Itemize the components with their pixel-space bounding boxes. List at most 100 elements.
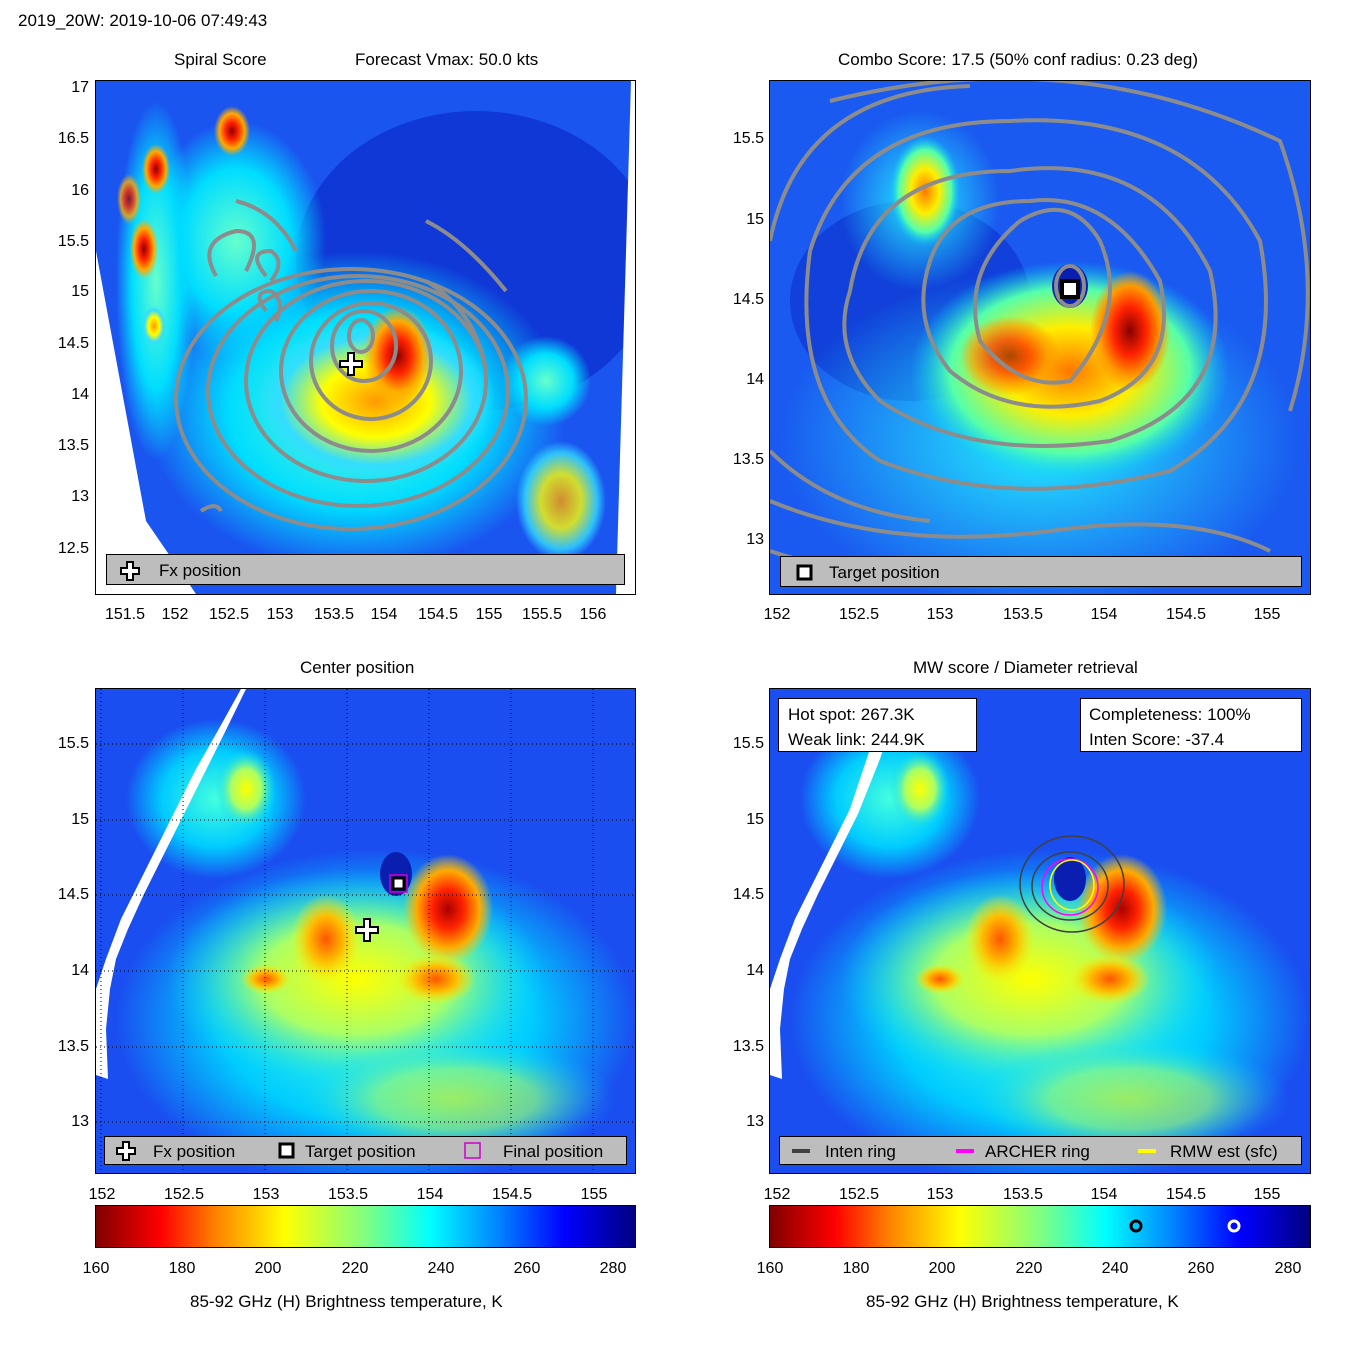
mw-ytick: 14	[746, 962, 764, 979]
mw-cbar-tick: 180	[842, 1260, 870, 1277]
weak-link-marker	[1129, 1219, 1143, 1233]
weak-link-value: Weak link: 244.9K	[788, 730, 925, 749]
spiral-xtick: 154	[370, 606, 398, 623]
mw-xtick: 154	[1090, 1186, 1118, 1203]
completeness-value: Completeness: 100%	[1089, 705, 1251, 724]
center-cbar-tick: 260	[513, 1260, 541, 1277]
spiral-ytick: 15.5	[57, 233, 89, 250]
center-cbar-tick: 240	[427, 1260, 455, 1277]
combo-xtick: 152	[763, 606, 791, 623]
combo-xtick: 153	[926, 606, 954, 623]
center-xtick: 152.5	[163, 1186, 205, 1203]
center-title: Center position	[300, 658, 415, 677]
target-legend-label: Target position	[829, 563, 940, 582]
combo-xtick: 152.5	[838, 606, 880, 623]
target-position-marker	[1060, 279, 1080, 299]
combo-legend: Target position	[780, 556, 1302, 587]
archer-legend-label: ARCHER ring	[985, 1142, 1090, 1161]
center-ytick: 13	[71, 1113, 89, 1130]
mw-xtick: 153	[926, 1186, 954, 1203]
rmw-legend-label: RMW est (sfc)	[1170, 1142, 1278, 1161]
center-ytick: 14.5	[57, 886, 89, 903]
mw-ytick: 13.5	[732, 1038, 764, 1055]
spiral-xtick: 152	[161, 606, 189, 623]
spiral-ytick: 13.5	[57, 437, 89, 454]
center-xtick: 152	[88, 1186, 116, 1203]
center-final-marker	[389, 874, 408, 893]
rmw-legend-line	[1138, 1149, 1156, 1153]
archer-legend-line	[956, 1149, 974, 1153]
center-heatmap	[96, 689, 635, 1173]
mw-xtick: 153.5	[1002, 1186, 1044, 1203]
hot-spot-marker	[1227, 1219, 1241, 1233]
spiral-xtick: 155	[475, 606, 503, 623]
inten-score-value: Inten Score: -37.4	[1089, 730, 1225, 749]
combo-ytick: 14	[746, 371, 764, 388]
mw-colorbar	[769, 1205, 1311, 1248]
combo-ytick: 13	[746, 531, 764, 548]
center-cbar-tick: 180	[168, 1260, 196, 1277]
mw-legend: Inten ring ARCHER ring RMW est (sfc)	[779, 1136, 1302, 1165]
center-xtick: 153	[252, 1186, 280, 1203]
spiral-xtick: 151.5	[104, 606, 146, 623]
mw-plot: Hot spot: 267.3K Weak link: 244.9K Compl…	[769, 688, 1311, 1174]
combo-xtick: 154	[1090, 606, 1118, 623]
spiral-ytick: 16	[71, 182, 89, 199]
combo-heatmap	[770, 81, 1310, 594]
combo-ytick: 13.5	[732, 451, 764, 468]
combo-xtick: 154.5	[1165, 606, 1207, 623]
mw-cbar-tick: 200	[928, 1260, 956, 1277]
rmw-ring	[1049, 859, 1095, 911]
center-colorbar-label: 85-92 GHz (H) Brightness temperature, K	[190, 1292, 503, 1311]
spiral-xtick: 155.5	[521, 606, 563, 623]
spiral-ytick: 14	[71, 386, 89, 403]
target-legend-icon	[796, 564, 813, 581]
center-cbar-tick: 220	[341, 1260, 369, 1277]
mw-ytick: 15.5	[732, 735, 764, 752]
center-xtick: 153.5	[327, 1186, 369, 1203]
mw-xtick: 155	[1253, 1186, 1281, 1203]
fx-legend-icon	[120, 561, 140, 581]
mw-cbar-tick: 220	[1015, 1260, 1043, 1277]
center-plot: Fx position Target position Final positi…	[95, 688, 636, 1174]
hot-spot-value: Hot spot: 267.3K	[788, 705, 915, 724]
mw-title: MW score / Diameter retrieval	[913, 658, 1138, 677]
combo-ytick: 14.5	[732, 291, 764, 308]
center-legend: Fx position Target position Final positi…	[104, 1136, 627, 1165]
spiral-ytick: 12.5	[57, 540, 89, 557]
combo-xtick: 153.5	[1002, 606, 1044, 623]
spiral-ytick: 17	[71, 79, 89, 96]
mw-ytick: 14.5	[732, 886, 764, 903]
mw-ytick: 13	[746, 1113, 764, 1130]
mw-cbar-tick: 280	[1274, 1260, 1302, 1277]
combo-plot: Target position	[769, 80, 1311, 595]
spiral-legend: Fx position	[106, 554, 625, 585]
combo-ytick: 15.5	[732, 130, 764, 147]
combo-ytick: 15	[746, 211, 764, 228]
mw-heatmap	[770, 689, 1310, 1173]
center-ytick: 15.5	[57, 735, 89, 752]
final-legend-icon	[464, 1142, 481, 1159]
fx-legend-icon	[116, 1141, 136, 1161]
center-target-label: Target position	[305, 1142, 416, 1161]
center-colorbar	[95, 1205, 636, 1248]
combo-xtick: 155	[1253, 606, 1281, 623]
center-fx-marker	[355, 918, 379, 942]
spiral-xtick: 153.5	[313, 606, 355, 623]
archer-ring	[1041, 858, 1099, 916]
mw-xtick: 152	[763, 1186, 791, 1203]
mw-xtick: 152.5	[838, 1186, 880, 1203]
figure-title: 2019_20W: 2019-10-06 07:49:43	[18, 11, 268, 30]
spiral-ytick: 13	[71, 488, 89, 505]
center-cbar-tick: 200	[254, 1260, 282, 1277]
spiral-xtick: 153	[266, 606, 294, 623]
center-gridlines	[96, 689, 635, 1173]
center-final-label: Final position	[503, 1142, 604, 1161]
mw-xtick: 154.5	[1165, 1186, 1207, 1203]
fx-legend-label: Fx position	[159, 561, 242, 580]
target-legend-icon	[278, 1142, 295, 1159]
spiral-heatmap	[96, 81, 635, 594]
spiral-xtick: 152.5	[208, 606, 250, 623]
mw-rings	[1019, 835, 1125, 933]
hot-spot-box: Hot spot: 267.3K Weak link: 244.9K	[778, 698, 977, 752]
